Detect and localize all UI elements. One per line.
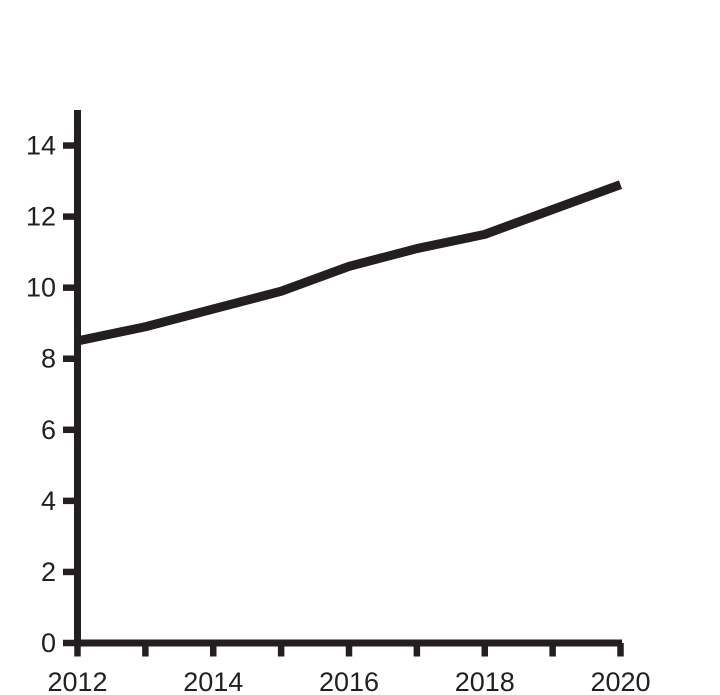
x-tick-label: 2014 — [183, 667, 243, 695]
y-tick-label: 10 — [26, 273, 56, 303]
x-tick-label: 2016 — [319, 667, 379, 695]
y-tick-label: 6 — [41, 415, 56, 445]
y-tick-label: 8 — [41, 344, 56, 374]
x-tick-label: 2020 — [590, 667, 650, 695]
y-tick-label: 12 — [26, 202, 56, 232]
data-line-series — [76, 180, 623, 346]
x-tick-label: 2012 — [47, 667, 107, 695]
x-tick-label: 2018 — [455, 667, 515, 695]
y-tick-label: 2 — [41, 557, 56, 587]
y-tick-label: 0 — [41, 628, 56, 658]
y-tick-label: 4 — [41, 486, 56, 516]
y-tick-label: 14 — [26, 131, 56, 161]
